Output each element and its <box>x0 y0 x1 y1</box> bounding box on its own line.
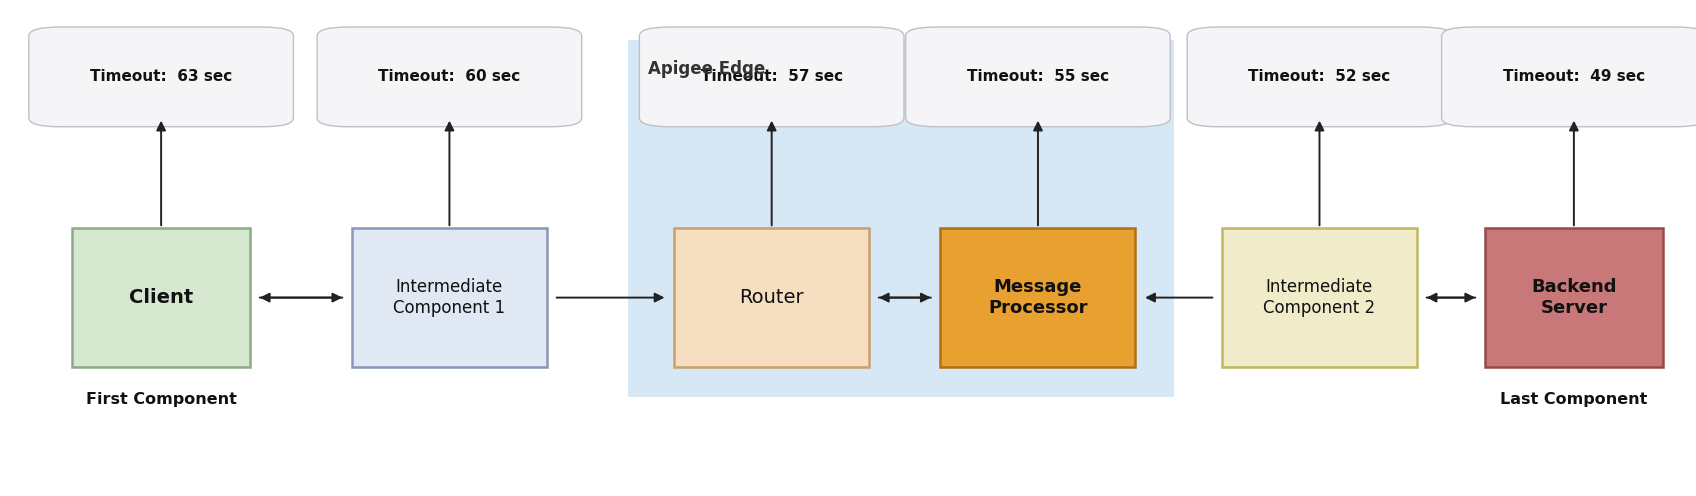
Text: Client: Client <box>129 288 193 307</box>
Text: Last Component: Last Component <box>1501 392 1647 407</box>
FancyBboxPatch shape <box>1221 228 1418 367</box>
Text: Message
Processor: Message Processor <box>989 278 1087 317</box>
Text: Intermediate
Component 2: Intermediate Component 2 <box>1264 278 1375 317</box>
Text: Timeout:  60 sec: Timeout: 60 sec <box>378 69 521 84</box>
FancyBboxPatch shape <box>628 40 1174 397</box>
Text: Timeout:  49 sec: Timeout: 49 sec <box>1503 69 1645 84</box>
FancyBboxPatch shape <box>71 228 251 367</box>
FancyBboxPatch shape <box>1187 27 1452 127</box>
Text: Timeout:  52 sec: Timeout: 52 sec <box>1248 69 1391 84</box>
FancyBboxPatch shape <box>29 27 293 127</box>
Text: Intermediate
Component 1: Intermediate Component 1 <box>393 278 505 317</box>
FancyBboxPatch shape <box>639 27 904 127</box>
Text: Timeout:  63 sec: Timeout: 63 sec <box>90 69 232 84</box>
FancyBboxPatch shape <box>675 228 870 367</box>
FancyBboxPatch shape <box>906 27 1170 127</box>
FancyBboxPatch shape <box>353 228 546 367</box>
Text: Router: Router <box>739 288 804 307</box>
FancyBboxPatch shape <box>1442 27 1696 127</box>
Text: Backend
Server: Backend Server <box>1531 278 1616 317</box>
FancyBboxPatch shape <box>940 228 1136 367</box>
Text: Timeout:  57 sec: Timeout: 57 sec <box>700 69 843 84</box>
Text: First Component: First Component <box>86 392 236 407</box>
Text: Timeout:  55 sec: Timeout: 55 sec <box>967 69 1109 84</box>
FancyBboxPatch shape <box>317 27 582 127</box>
Text: Apigee Edge: Apigee Edge <box>648 60 765 77</box>
FancyBboxPatch shape <box>1486 228 1662 367</box>
